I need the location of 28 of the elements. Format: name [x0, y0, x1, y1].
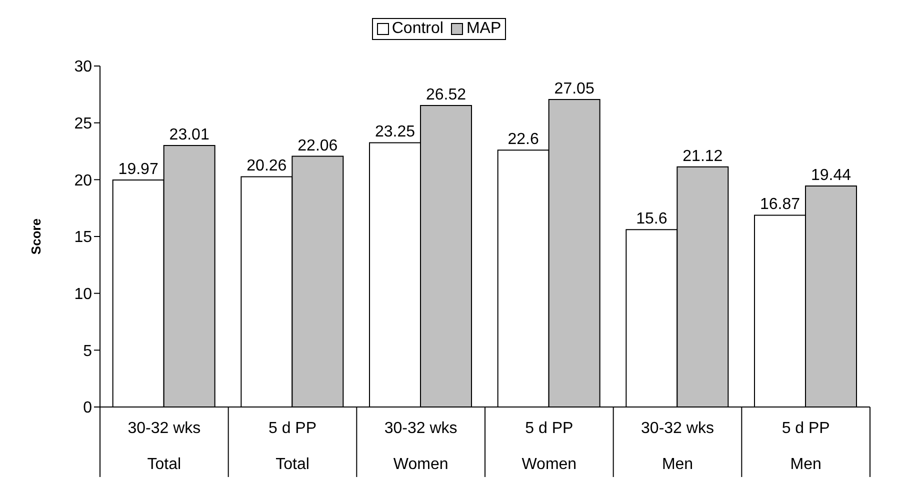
y-tick-label: 20 [74, 172, 92, 190]
y-tick-label: 30 [74, 58, 92, 76]
y-tick-label: 15 [74, 229, 92, 246]
data-label: 21.12 [682, 148, 723, 165]
data-label: 22.6 [508, 131, 540, 148]
y-tick-label: 25 [74, 116, 92, 133]
data-label: 19.44 [810, 167, 852, 184]
data-label: 19.97 [118, 161, 158, 178]
legend-label: MAP [465, 20, 502, 38]
data-label: 22.06 [298, 137, 338, 154]
x-tick-label: 5 d PP Men [782, 420, 830, 473]
data-label: 20.26 [246, 158, 287, 175]
data-label: 23.01 [169, 126, 210, 144]
x-tick-label: 5 d PP Total [268, 420, 317, 473]
data-label: 27.05 [554, 80, 594, 98]
y-tick-label: 10 [74, 286, 92, 304]
data-label: 16.87 [760, 196, 800, 214]
data-label: 26.52 [426, 86, 466, 104]
y-tick-label: 5 [83, 342, 92, 360]
x-tick-label: 30-32 wks Total [128, 420, 201, 473]
y-tick-label: 0 [83, 400, 92, 417]
x-tick-label: 5 d PP Women [522, 420, 577, 473]
x-tick-label: 30-32 wks Men [641, 420, 714, 473]
legend-label: Control [390, 20, 444, 38]
data-label: 15.6 [636, 210, 668, 228]
y-axis-title: Score [28, 218, 44, 255]
x-tick-label: 30-32 wks Women [384, 420, 458, 473]
data-label: 23.25 [374, 124, 416, 141]
